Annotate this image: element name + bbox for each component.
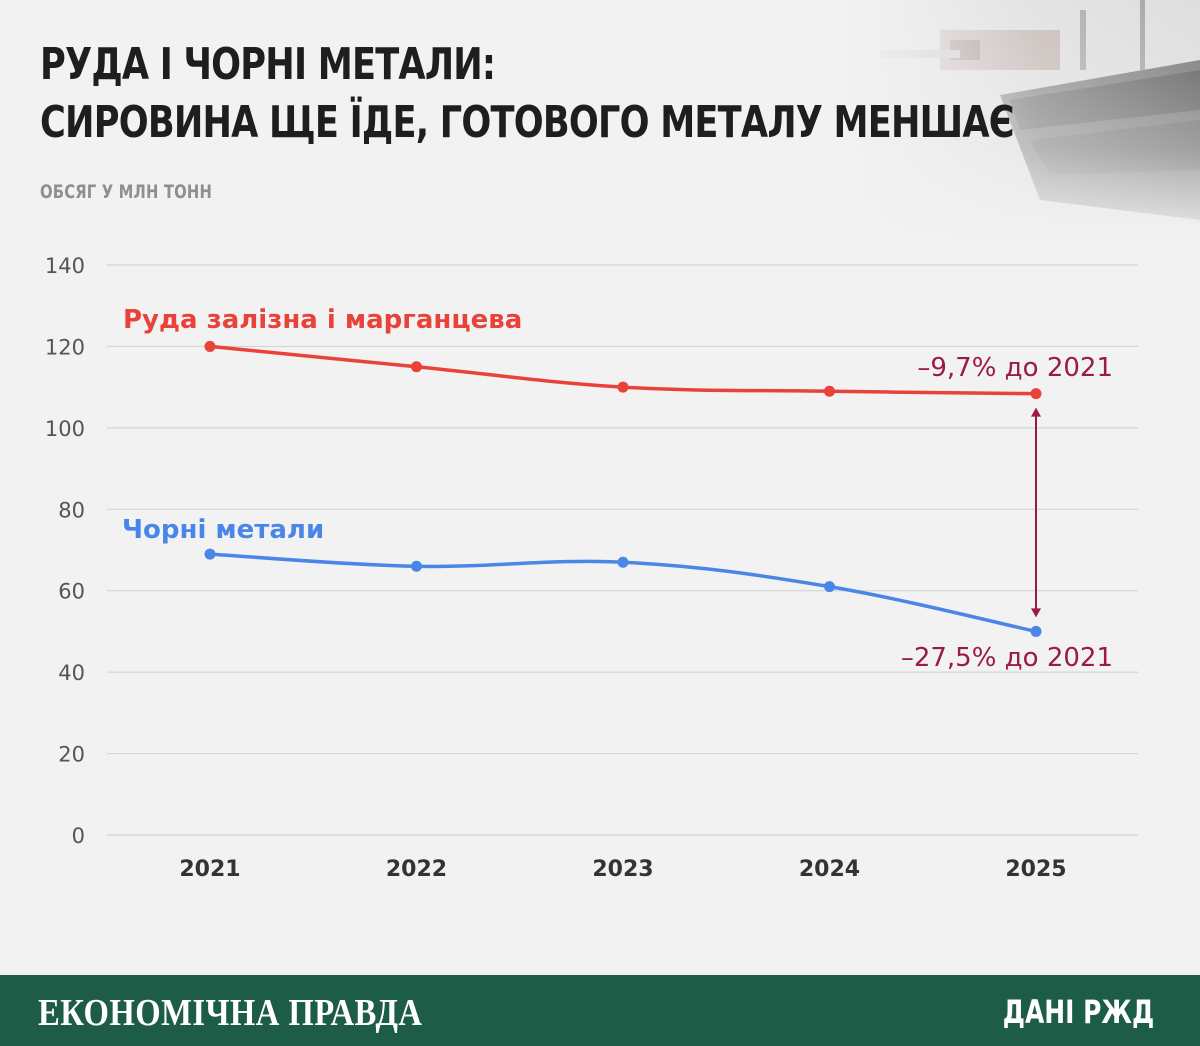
ore-change-annotation: –9,7% до 2021 bbox=[917, 353, 1113, 383]
chart-subtitle: ОБСЯГ У МЛН ТОНН bbox=[40, 181, 213, 203]
metal-point-2024 bbox=[824, 581, 835, 593]
data-source: ДАНІ РЖД bbox=[1002, 993, 1154, 1031]
footer-bar: ЕКОНОМІЧНА ПРАВДА ДАНІ РЖД bbox=[0, 975, 1200, 1046]
y-tick-label-40: 40 bbox=[58, 661, 85, 685]
metal-point-2022 bbox=[411, 560, 422, 572]
metal-series-label: Чорні метали bbox=[122, 515, 324, 545]
ore-point-2024 bbox=[824, 385, 835, 397]
y-tick-label-120: 120 bbox=[45, 335, 85, 359]
background-photo bbox=[840, 0, 1200, 250]
x-tick-label-2024: 2024 bbox=[799, 857, 860, 882]
metal-point-2021 bbox=[204, 548, 216, 560]
title-line-1: Руда і чорні метали: bbox=[40, 39, 496, 90]
x-tick-label-2022: 2022 bbox=[386, 857, 447, 882]
y-tick-label-100: 100 bbox=[45, 417, 85, 441]
ore-point-2021 bbox=[204, 340, 216, 352]
ore-point-2022 bbox=[411, 361, 422, 373]
y-tick-label-20: 20 bbox=[58, 743, 85, 767]
ore-series-label: Руда залізна і марганцева bbox=[123, 305, 522, 335]
y-tick-label-60: 60 bbox=[58, 580, 85, 604]
y-tick-label-80: 80 bbox=[58, 498, 85, 522]
metal-point-2023 bbox=[617, 556, 629, 568]
metal-point-2025 bbox=[1030, 625, 1042, 637]
change-arrow-head-up bbox=[1031, 407, 1041, 417]
brand-logo: ЕКОНОМІЧНА ПРАВДА bbox=[38, 992, 423, 1034]
ore-point-2025 bbox=[1030, 388, 1042, 400]
x-tick-label-2023: 2023 bbox=[592, 857, 653, 882]
metal-change-annotation: –27,5% до 2021 bbox=[901, 643, 1113, 673]
x-tick-label-2025: 2025 bbox=[1005, 857, 1066, 882]
x-tick-label-2021: 2021 bbox=[179, 857, 240, 882]
y-tick-label-0: 0 bbox=[72, 824, 85, 848]
line-chart: 0 20 40 60 80 100 120 140 2021 2022 2023 2024 2025 Ру… bbox=[45, 254, 1138, 882]
y-tick-label-140: 140 bbox=[45, 254, 85, 278]
ore-point-2023 bbox=[617, 381, 629, 393]
change-arrow-head-down bbox=[1031, 608, 1041, 618]
